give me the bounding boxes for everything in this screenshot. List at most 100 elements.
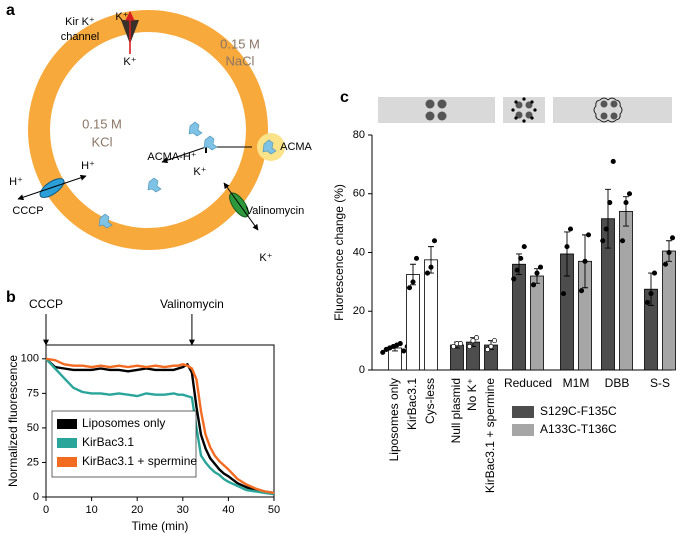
data-point bbox=[564, 244, 570, 250]
proton-arrow bbox=[17, 174, 87, 201]
concentration-label: KCl bbox=[92, 134, 113, 149]
bar bbox=[662, 250, 676, 371]
data-point bbox=[537, 264, 544, 270]
y-tick-label: 75 bbox=[27, 387, 39, 399]
legend-label: KirBac3.1 bbox=[82, 435, 134, 449]
liposome-membrane bbox=[28, 10, 268, 250]
legend-label: KirBac3.1 + spermine bbox=[82, 454, 197, 468]
data-point bbox=[484, 346, 491, 352]
legend-label: Liposomes only bbox=[82, 416, 165, 430]
data-point bbox=[406, 285, 413, 291]
x-tick-label: Null plasmid bbox=[449, 378, 463, 443]
concentration-label: 0.15 M bbox=[82, 116, 122, 131]
y-tick-label: 20 bbox=[353, 305, 365, 317]
diagram-label: ACMA-H⁺ bbox=[147, 151, 196, 163]
data-point bbox=[669, 235, 676, 241]
data-point bbox=[651, 270, 658, 276]
x-tick-label: DBB bbox=[605, 376, 630, 390]
x-tick-label: 50 bbox=[268, 504, 280, 516]
concentration-label: NaCl bbox=[226, 53, 255, 68]
data-point bbox=[470, 338, 476, 344]
diagram-label: Kir K⁺ bbox=[65, 16, 95, 28]
bar bbox=[424, 259, 438, 371]
legend-swatch bbox=[57, 438, 77, 448]
legend-swatch bbox=[512, 424, 534, 436]
data-point bbox=[644, 299, 651, 305]
ion-label: K⁺ bbox=[115, 11, 128, 23]
construct-schematics bbox=[378, 97, 672, 123]
x-tick-label: 40 bbox=[222, 504, 234, 516]
annotation: CCCP bbox=[29, 297, 63, 311]
data-point bbox=[600, 238, 606, 244]
y-tick-label: 60 bbox=[353, 188, 365, 200]
data-point bbox=[567, 226, 574, 232]
x-tick-label: S-S bbox=[650, 376, 670, 390]
ion-label: H⁺ bbox=[81, 160, 95, 172]
diagram-label: channel bbox=[61, 31, 100, 43]
bar bbox=[530, 275, 544, 371]
y-tick-label: 100 bbox=[21, 353, 39, 365]
x-axis-label: Time (min) bbox=[132, 519, 189, 533]
data-point bbox=[603, 226, 609, 232]
y-tick-label: 0 bbox=[359, 364, 365, 376]
data-point bbox=[585, 232, 592, 238]
data-line bbox=[45, 357, 275, 496]
ion-label: K⁺ bbox=[193, 166, 206, 178]
data-point bbox=[666, 249, 672, 256]
data-point bbox=[626, 191, 633, 197]
data-point bbox=[488, 343, 494, 350]
y-tick-label: 40 bbox=[353, 246, 365, 258]
data-point bbox=[619, 238, 626, 244]
data-point bbox=[450, 343, 457, 350]
acma-molecules bbox=[98, 121, 277, 229]
data-point bbox=[610, 158, 616, 164]
schematic-box bbox=[503, 97, 545, 123]
data-point bbox=[521, 244, 527, 250]
schematic-box bbox=[378, 97, 495, 123]
legend-swatch bbox=[512, 406, 534, 418]
x-tick-label: KirBac3.1 + spermine bbox=[483, 378, 497, 493]
x-tick-label: M1M bbox=[563, 376, 590, 390]
diagram-label: Valinomycin bbox=[246, 205, 305, 217]
x-tick-label: 30 bbox=[177, 504, 189, 516]
data-point bbox=[662, 261, 669, 267]
data-line bbox=[45, 357, 275, 495]
y-axis-label: Normalized fluorescence bbox=[6, 355, 20, 487]
concentration-label: 0.15 M bbox=[220, 36, 260, 51]
x-tick-label: No K⁺ bbox=[465, 378, 479, 411]
data-point bbox=[413, 255, 420, 261]
y-tick-label: 0 bbox=[33, 491, 39, 503]
data-point bbox=[431, 238, 438, 244]
k-arrow bbox=[223, 182, 259, 231]
data-point bbox=[473, 335, 480, 341]
y-tick-label: 80 bbox=[353, 129, 365, 141]
data-point bbox=[466, 343, 473, 350]
data-point bbox=[457, 341, 464, 347]
error-bar bbox=[605, 188, 611, 249]
annotation: Valinomycin bbox=[160, 297, 224, 311]
data-point bbox=[607, 200, 613, 206]
x-tick-label: Cys-less bbox=[423, 378, 437, 424]
data-point bbox=[534, 270, 540, 276]
error-bar bbox=[564, 231, 570, 277]
legend-swatch bbox=[57, 457, 77, 467]
diagram-label: CCCP bbox=[12, 205, 43, 217]
data-point bbox=[511, 276, 517, 282]
legend-swatch bbox=[57, 419, 77, 429]
acma-arrow bbox=[161, 146, 207, 164]
data-point bbox=[410, 279, 416, 285]
x-tick-label: 10 bbox=[85, 504, 97, 516]
diagram-label: ACMA bbox=[280, 141, 312, 153]
liposome-diagram: Kir K⁺ channel K⁺ K⁺ K⁺ K⁺ H⁺ H⁺ 0.15 M … bbox=[9, 10, 313, 264]
x-tick-label: Reduced bbox=[504, 376, 552, 390]
x-tick-label: 20 bbox=[131, 504, 143, 516]
data-point bbox=[582, 258, 588, 264]
bar bbox=[619, 210, 633, 371]
data-point bbox=[491, 338, 498, 344]
data-point bbox=[560, 291, 567, 297]
y-axis-label: Fluorescence change (%) bbox=[332, 184, 346, 321]
x-tick-label: 0 bbox=[43, 504, 49, 516]
data-point bbox=[518, 255, 524, 261]
x-tick-label: Liposomes only bbox=[387, 378, 401, 461]
data-point bbox=[530, 282, 537, 288]
